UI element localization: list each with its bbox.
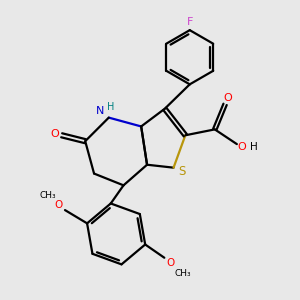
Text: CH₃: CH₃	[174, 268, 191, 278]
Text: CH₃: CH₃	[40, 191, 56, 200]
Text: N: N	[96, 106, 105, 116]
Text: H: H	[250, 142, 258, 152]
Text: O: O	[54, 200, 63, 210]
Text: F: F	[187, 17, 193, 27]
Text: H: H	[106, 102, 114, 112]
Text: O: O	[167, 258, 175, 268]
Text: O: O	[224, 93, 233, 103]
Text: O: O	[50, 129, 59, 139]
Text: S: S	[179, 165, 186, 178]
Text: O: O	[238, 142, 246, 152]
